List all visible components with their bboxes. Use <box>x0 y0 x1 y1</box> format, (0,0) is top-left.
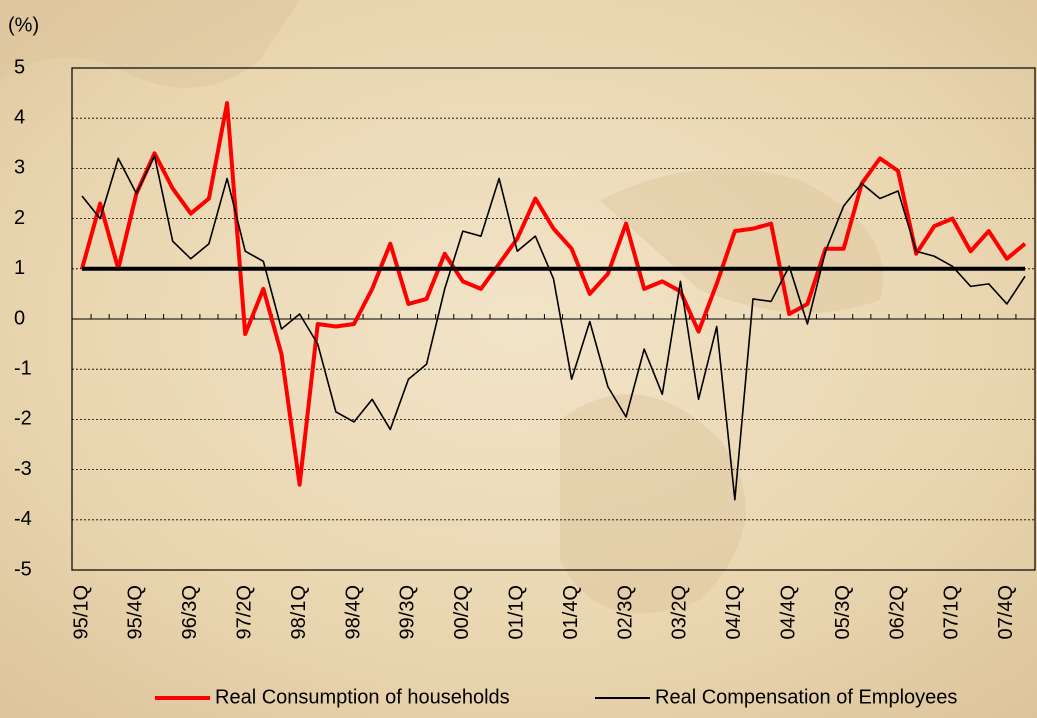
y-unit-label: (%) <box>8 14 39 36</box>
x-tick-label: 07/1Q <box>941 585 963 639</box>
y-tick-label: -1 <box>14 357 32 379</box>
y-tick-label: -3 <box>14 458 32 480</box>
x-tick-label: 97/2Q <box>233 585 255 639</box>
x-tick-label: 95/1Q <box>70 585 92 639</box>
y-tick-label: -2 <box>14 408 32 430</box>
x-tick-label: 00/2Q <box>451 585 473 639</box>
y-tick-label: 5 <box>14 56 25 78</box>
y-tick-label: 3 <box>14 157 25 179</box>
x-tick-label: 03/2Q <box>669 585 691 639</box>
y-tick-label: 4 <box>14 106 25 128</box>
x-tick-label: 02/3Q <box>614 585 636 639</box>
x-tick-label: 01/4Q <box>560 585 582 639</box>
y-tick-label: -5 <box>14 558 32 580</box>
map-decoration <box>0 0 884 614</box>
x-tick-label: 99/3Q <box>397 585 419 639</box>
legend-label: Real Consumption of households <box>215 686 510 708</box>
x-tick-label: 98/4Q <box>342 585 364 639</box>
y-tick-label: -4 <box>14 508 32 530</box>
series-line <box>81 155 1026 501</box>
x-tick-label: 01/1Q <box>506 585 528 639</box>
x-tick-label: 95/4Q <box>125 585 147 639</box>
y-tick-label: 2 <box>14 207 25 229</box>
y-tick-label: 0 <box>14 307 25 329</box>
x-tick-label: 07/4Q <box>995 585 1017 639</box>
x-tick-label: 04/4Q <box>778 585 800 639</box>
series-line <box>80 101 1027 487</box>
x-tick-label: 06/2Q <box>886 585 908 639</box>
x-tick-label: 04/1Q <box>723 585 745 639</box>
legend-label: Real Compensation of Employees <box>655 686 957 708</box>
x-tick-label: 96/3Q <box>179 585 201 639</box>
y-tick-label: 1 <box>14 257 25 279</box>
x-tick-label: 05/3Q <box>832 585 854 639</box>
x-tick-label: 98/1Q <box>288 585 310 639</box>
